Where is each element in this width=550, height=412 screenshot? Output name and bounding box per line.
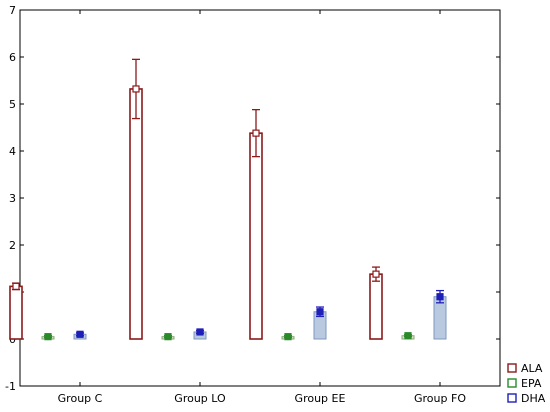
legend-marker-epa: [507, 378, 517, 388]
x-tick-label: Group EE: [295, 392, 346, 405]
y-tick-label: 4: [9, 145, 16, 158]
point-marker: [404, 332, 412, 340]
y-tick-label: 5: [9, 98, 16, 111]
bars: [9, 58, 447, 341]
bar-ala: [9, 285, 23, 340]
legend-label-dha: DHA: [521, 392, 546, 405]
y-tick-label: -1: [5, 380, 16, 393]
legend-marker-dha: [507, 393, 517, 403]
legend-marker-ala: [507, 363, 517, 373]
point-marker: [76, 330, 84, 338]
legend-label-ala: ALA: [521, 362, 543, 375]
legend-label-epa: EPA: [521, 377, 542, 390]
y-tick-label: 7: [9, 4, 16, 17]
point-marker: [12, 282, 20, 290]
point-marker: [252, 129, 260, 137]
x-axis: Group C Group LO Group EE Group FO: [58, 10, 466, 405]
x-tick-label: Group C: [58, 392, 103, 405]
point-marker: [164, 333, 172, 341]
y-tick-label: 2: [9, 239, 16, 252]
y-tick-label: 3: [9, 192, 16, 205]
legend: ALA EPA DHA: [507, 362, 546, 405]
y-tick-label: 6: [9, 51, 16, 64]
point-marker: [436, 293, 444, 301]
point-marker: [316, 308, 324, 316]
x-tick-label: Group FO: [414, 392, 466, 405]
point-marker: [132, 85, 140, 93]
point-marker: [196, 328, 204, 336]
bar-ala: [129, 88, 143, 340]
point-marker: [284, 333, 292, 341]
bar-ala: [369, 273, 383, 340]
point-marker: [372, 270, 380, 278]
bar-ala: [249, 132, 263, 340]
point-marker: [44, 333, 52, 341]
x-tick-label: Group LO: [174, 392, 226, 405]
